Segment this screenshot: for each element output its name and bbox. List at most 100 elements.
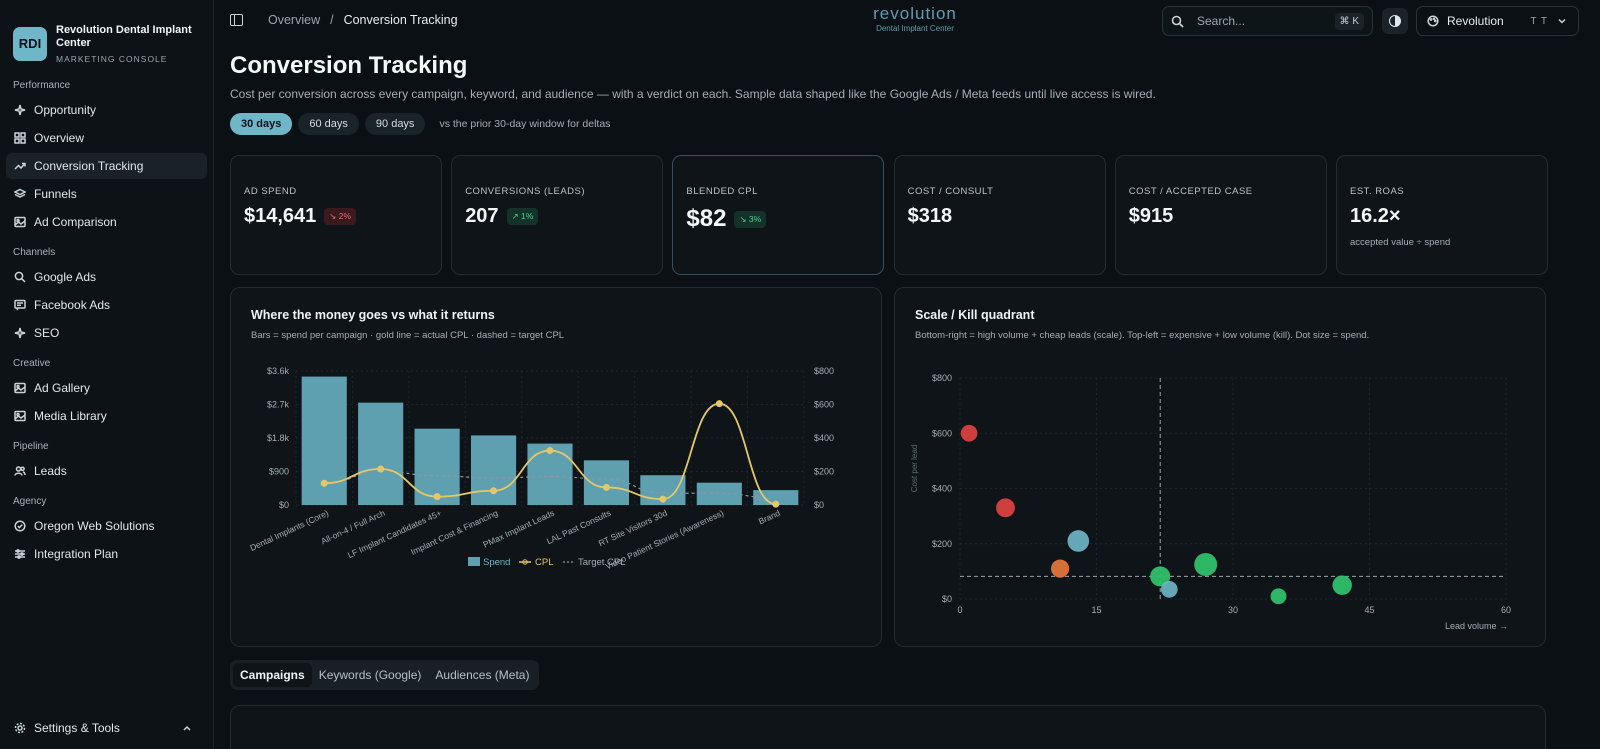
scale-kill-quadrant-chart: $0 $200 $400 $600 $800 0 15 30 45 60 Lead volume →… (910, 373, 1511, 631)
campaign-dot[interactable] (1194, 552, 1218, 576)
brand-logo: RDI (13, 26, 47, 61)
kpi-label: BLENDED CPL (686, 186, 758, 197)
kpi-value: $82 (686, 205, 727, 232)
cpl-point[interactable] (546, 447, 554, 455)
campaign-dot[interactable] (1270, 588, 1287, 605)
campaign-dot[interactable] (1067, 530, 1090, 552)
cpl-point[interactable] (772, 500, 780, 508)
legend-target-label: Target CPL (578, 557, 626, 568)
kpi-card-cost-consult: COST / CONSULT $318 (893, 155, 1106, 275)
workspace-initials: T T (1530, 15, 1548, 27)
campaign-dot[interactable] (1160, 580, 1178, 598)
sidebar-item-integration-plan[interactable]: Integration Plan (6, 541, 207, 567)
cpl-point[interactable] (320, 479, 328, 487)
sidebar-item-label: Funnels (34, 187, 77, 201)
sidebar-item-media-library[interactable]: Media Library (6, 403, 207, 429)
nav-section-title: Pipeline (13, 441, 49, 452)
search-icon (1171, 15, 1184, 28)
y-left-tick-label: $3.6k (267, 366, 290, 376)
kpi-card-conversions-leads: CONVERSIONS (LEADS) 207 ↗ 1% (451, 155, 664, 275)
sidebar-item-leads[interactable]: Leads (6, 458, 207, 484)
search-placeholder: Search... (1197, 14, 1246, 28)
legend-spend-label: Spend (483, 557, 510, 568)
logo-wordmark: revolution (873, 4, 957, 23)
kpi-label: COST / ACCEPTED CASE (1128, 186, 1253, 197)
x-tick-label: 45 (1364, 605, 1374, 615)
y-axis-label: Cost per lead (910, 445, 919, 493)
y-tick-label: $800 (932, 373, 952, 383)
spend-bar[interactable] (358, 402, 404, 505)
sidebar-item-label: Facebook Ads (34, 298, 111, 312)
sidebar-item-label: Opportunity (34, 103, 97, 117)
x-axis-label: Lead volume → (1445, 621, 1508, 631)
kpi-delta-badge: ↘ 3% (734, 210, 767, 228)
main-content: Conversion Tracking Cost per conversion … (230, 52, 1600, 749)
kpi-card-blended-cpl: BLENDED CPL $82 ↘ 3% (672, 155, 885, 275)
image-icon (14, 216, 26, 228)
sidebar-item-opportunity[interactable]: Opportunity (6, 97, 207, 123)
sidebar-item-facebook-ads[interactable]: Facebook Ads (6, 292, 207, 318)
y-tick-label: $0 (942, 594, 952, 604)
sidebar-item-overview[interactable]: Overview (6, 125, 207, 151)
chevron-up-icon (183, 725, 191, 731)
sidebar-item-ad-gallery[interactable]: Ad Gallery (6, 375, 207, 401)
sparkles-icon (14, 327, 26, 339)
kpi-value: $14,641 (244, 205, 317, 227)
sidebar-item-oregon-web-solutions[interactable]: Oregon Web Solutions (6, 513, 207, 539)
sidebar-item-ad-comparison[interactable]: Ad Comparison (6, 209, 207, 235)
kpi-note: accepted value ÷ spend (1350, 237, 1451, 248)
kpi-value: $915 (1128, 205, 1174, 227)
kpi-value: 207 (465, 205, 499, 227)
y-tick-label: $400 (932, 484, 952, 494)
workspace-switcher[interactable]: Revolution T T (1416, 6, 1579, 36)
contrast-icon (1389, 15, 1401, 27)
sidebar-toggle-icon[interactable] (230, 14, 243, 26)
brand[interactable]: RDI Revolution Dental Implant Center MAR… (0, 0, 213, 70)
cpl-point[interactable] (490, 487, 498, 495)
sidebar-item-label: Overview (34, 131, 85, 145)
grid-icon (14, 132, 26, 144)
tab-keywords-google[interactable]: Keywords (Google) (318, 668, 422, 682)
legend-spend-swatch (468, 557, 480, 566)
settings-label: Settings & Tools (34, 721, 120, 735)
search-input[interactable]: Search... ⌘ K (1162, 6, 1373, 36)
campaign-dot[interactable] (1050, 559, 1070, 578)
spend-bar[interactable] (696, 482, 742, 505)
range-60-days[interactable]: 60 days (298, 113, 359, 135)
sidebar-item-google-ads[interactable]: Google Ads (6, 264, 207, 290)
y-right-tick-label: $400 (814, 433, 834, 443)
range-30-days[interactable]: 30 days (230, 113, 293, 135)
kpi-delta-badge: ↘ 2% (324, 208, 357, 225)
sidebar-item-funnels[interactable]: Funnels (6, 181, 207, 207)
sidebar-item-label: Oregon Web Solutions (34, 519, 155, 533)
quadrant-chart-subtitle: Bottom-right = high volume + cheap leads… (915, 330, 1370, 341)
cpl-point[interactable] (715, 400, 723, 408)
sidebar-item-conversion-tracking[interactable]: Conversion Tracking (6, 153, 207, 179)
spend-chart-subtitle: Bars = spend per campaign · gold line = … (251, 330, 565, 341)
spend-chart-title: Where the money goes vs what it returns (251, 308, 495, 322)
spend-bar[interactable] (753, 490, 799, 505)
spend-bar[interactable] (470, 435, 517, 505)
range-90-days[interactable]: 90 days (364, 113, 426, 135)
campaign-dot[interactable] (960, 424, 978, 442)
cpl-point[interactable] (377, 465, 385, 473)
campaign-dot[interactable] (996, 498, 1015, 518)
tab-audiences-meta[interactable]: Audiences (Meta) (435, 668, 530, 682)
brand-name: Revolution Dental Implant Center (56, 23, 192, 49)
cpl-point[interactable] (433, 493, 441, 501)
x-category-label: LF Implant Candidates 45+ (346, 508, 443, 560)
campaign-dot[interactable] (1150, 566, 1171, 587)
cpl-point[interactable] (659, 495, 667, 503)
theme-toggle-button[interactable] (1382, 8, 1408, 34)
settings-tools-button[interactable]: Settings & Tools (6, 715, 201, 741)
sidebar: RDI Revolution Dental Implant Center MAR… (0, 0, 214, 749)
cpl-point[interactable] (602, 483, 610, 491)
sidebar-item-label: Google Ads (34, 270, 97, 284)
campaign-dot[interactable] (1332, 575, 1352, 595)
layers-icon (14, 188, 26, 198)
nav-section-title: Channels (13, 247, 56, 258)
y-left-tick-label: $2.7k (267, 400, 290, 410)
tab-campaigns[interactable]: Campaigns (233, 663, 312, 687)
breadcrumb-root[interactable]: Overview (268, 13, 321, 27)
sidebar-item-seo[interactable]: SEO (6, 320, 207, 346)
